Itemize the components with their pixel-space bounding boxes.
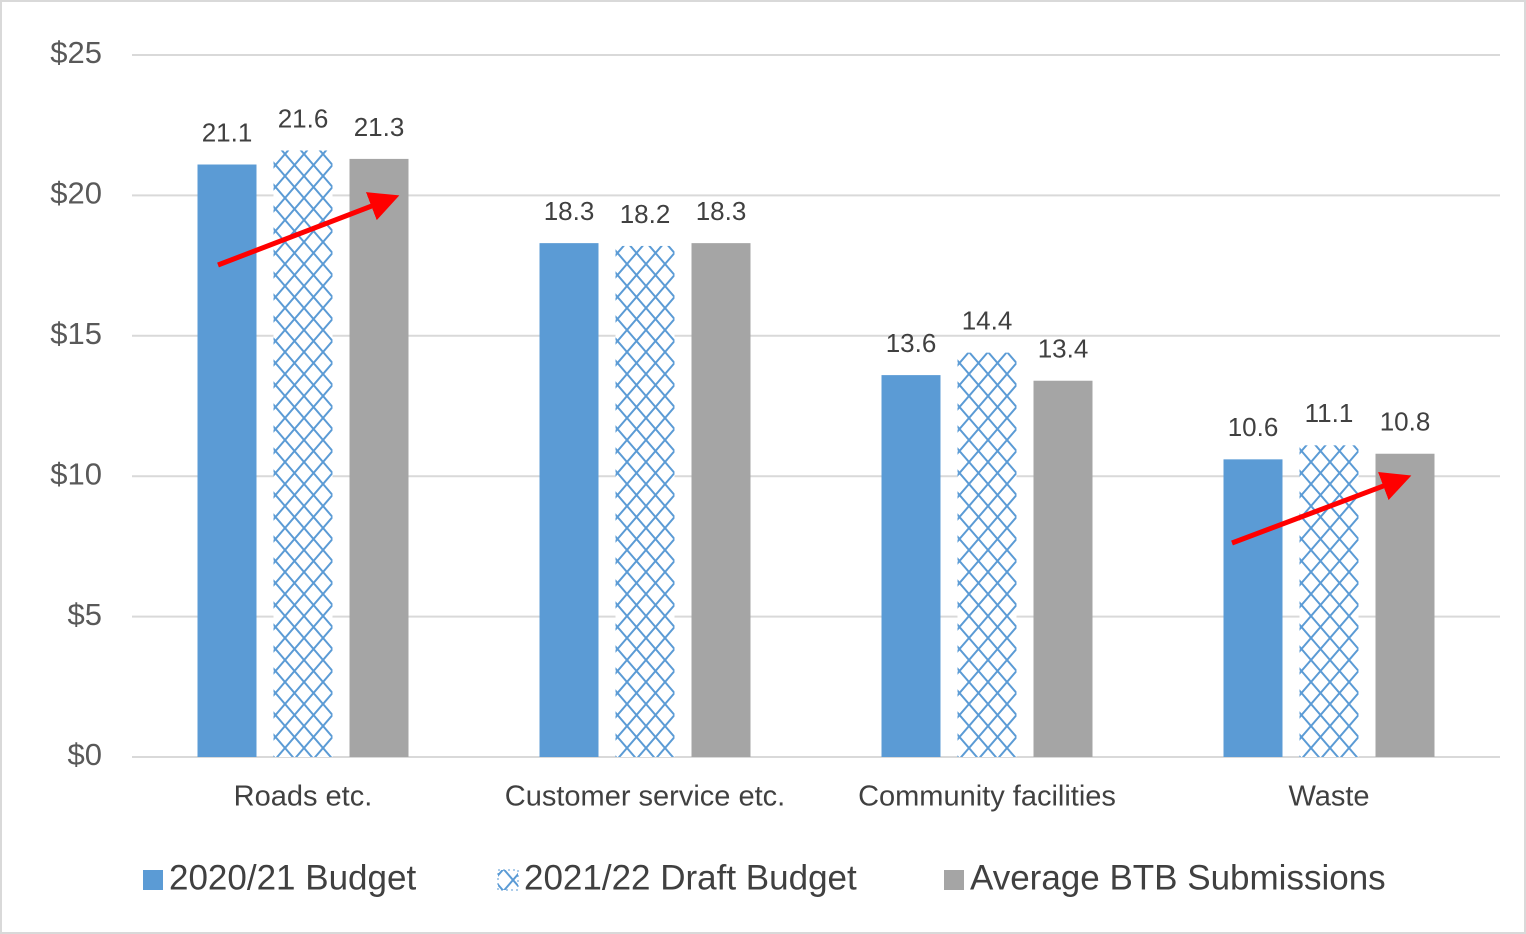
legend-marker: [143, 870, 163, 890]
y-tick-label: $25: [50, 35, 102, 70]
trend-arrow: [217, 192, 400, 268]
x-tick-label: Community facilities: [858, 781, 1116, 813]
legend-marker: [944, 870, 964, 890]
bar: [691, 243, 751, 758]
data-label: 21.6: [278, 103, 329, 133]
bar: [1375, 453, 1435, 757]
legend-marker: [497, 869, 519, 891]
x-tick-label: Waste: [1288, 781, 1369, 813]
legend-label: 2020/21 Budget: [169, 858, 416, 897]
y-tick-label: $15: [50, 316, 102, 351]
data-label: 21.1: [202, 117, 253, 147]
bar: [881, 375, 941, 757]
data-label: 14.4: [962, 306, 1013, 336]
bar: [957, 352, 1017, 757]
bar: [1033, 380, 1093, 757]
data-label: 10.6: [1228, 412, 1279, 442]
legend-label: Average BTB Submissions: [970, 858, 1386, 897]
x-tick-label: Customer service etc.: [505, 781, 785, 813]
data-label: 18.2: [620, 199, 671, 229]
bar: [615, 245, 675, 757]
data-label: 13.4: [1038, 334, 1089, 364]
y-tick-label: $10: [50, 456, 102, 491]
bar: [1299, 445, 1359, 757]
y-tick-label: $20: [50, 176, 102, 211]
data-label: 18.3: [696, 196, 747, 226]
trend-arrow: [1231, 472, 1412, 546]
bar: [1223, 459, 1283, 757]
bar: [349, 158, 409, 757]
y-tick-label: $5: [68, 597, 102, 632]
x-tick-label: Roads etc.: [234, 781, 373, 813]
legend-label: 2021/22 Draft Budget: [524, 858, 857, 897]
y-tick-label: $0: [68, 737, 102, 772]
data-label: 10.8: [1380, 407, 1431, 437]
bar: [273, 150, 333, 758]
bar: [539, 243, 599, 758]
data-label: 18.3: [544, 196, 595, 226]
data-label: 13.6: [886, 328, 937, 358]
data-label: 21.3: [354, 112, 405, 142]
data-label: 11.1: [1305, 398, 1354, 428]
